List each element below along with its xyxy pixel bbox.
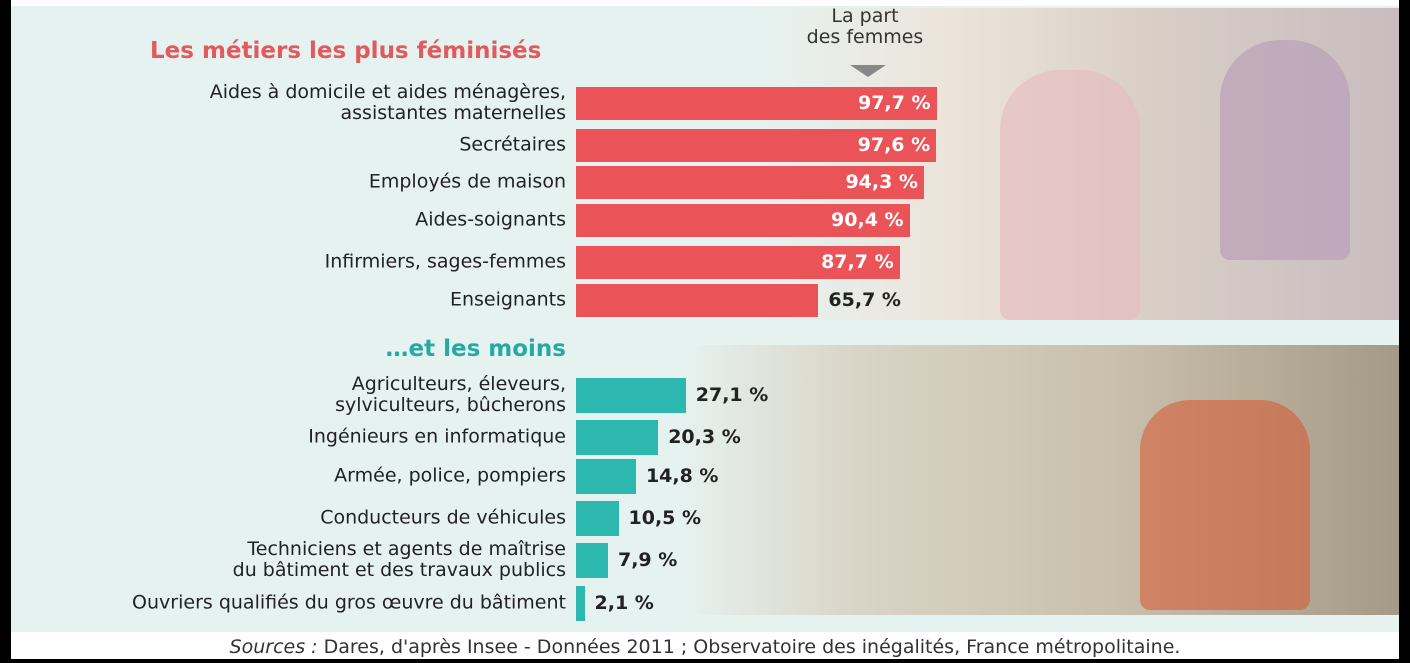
photo-figure xyxy=(1220,40,1350,260)
bar xyxy=(576,165,924,199)
source-text: Dares, d'après Insee - Données 2011 ; Ob… xyxy=(323,636,1181,658)
value-label: 65,7 % xyxy=(828,289,901,311)
category-label: Agriculteurs, éleveurs, sylviculteurs, b… xyxy=(335,373,566,416)
category-label: Aides-soignants xyxy=(415,208,566,231)
category-label: Infirmiers, sages-femmes xyxy=(324,250,566,273)
value-label: 87,7 % xyxy=(821,251,894,273)
bar xyxy=(576,377,686,413)
value-label: 2,1 % xyxy=(594,592,654,614)
frame-bottom xyxy=(11,659,1399,663)
category-label: Secrétaires xyxy=(459,133,566,156)
source-label: Sources : xyxy=(229,636,318,658)
bar xyxy=(576,458,636,494)
category-label: Ingénieurs en informatique xyxy=(308,425,566,448)
bar xyxy=(576,128,937,162)
bar xyxy=(576,86,937,120)
value-label: 94,3 % xyxy=(845,171,918,193)
category-label: Conducteurs de véhicules xyxy=(320,506,566,529)
chart-title: …et les moins xyxy=(385,336,567,362)
value-label: 14,8 % xyxy=(645,465,719,487)
photo-figure xyxy=(1140,400,1310,610)
frame-right xyxy=(1399,0,1410,663)
bar xyxy=(576,542,608,578)
value-label: 27,1 % xyxy=(695,384,769,406)
category-label: Techniciens et agents de maîtrise du bât… xyxy=(232,538,566,581)
value-label: 97,7 % xyxy=(857,92,931,114)
value-label: 20,3 % xyxy=(668,426,741,448)
footer xyxy=(11,632,1399,659)
bar xyxy=(576,419,659,455)
annotation-arrow xyxy=(850,65,886,77)
annotation: La part des femmes xyxy=(806,5,924,48)
category-label: Aides à domicile et aides ménagères, ass… xyxy=(209,81,566,124)
bar xyxy=(576,500,619,536)
bar xyxy=(576,585,585,621)
value-label: 7,9 % xyxy=(617,549,678,571)
value-label: 97,6 % xyxy=(857,134,931,156)
value-label: 10,5 % xyxy=(628,507,702,529)
value-label: 90,4 % xyxy=(831,209,904,231)
category-label: Ouvriers qualifiés du gros œuvre du bâti… xyxy=(132,591,566,614)
bar xyxy=(576,203,910,237)
category-label: Armée, police, pompiers xyxy=(334,464,566,487)
chart-title: Les métiers les plus féminisés xyxy=(150,38,542,64)
photo-figure xyxy=(1000,70,1140,320)
source: Sources : Dares, d'après Insee - Données… xyxy=(0,636,1410,658)
category-label: Enseignants xyxy=(449,288,566,311)
bar xyxy=(576,245,900,279)
category-label: Employés de maison xyxy=(368,170,566,193)
frame-left xyxy=(0,0,11,663)
bar xyxy=(576,283,819,317)
